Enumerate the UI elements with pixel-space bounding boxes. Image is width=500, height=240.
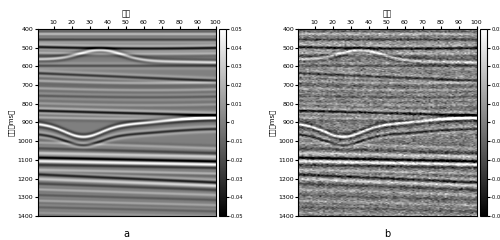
Y-axis label: 时间（ms）: 时间（ms）	[269, 109, 276, 136]
Text: b: b	[384, 229, 390, 239]
Title: 道号: 道号	[383, 10, 392, 19]
Title: 道号: 道号	[122, 10, 131, 19]
Text: a: a	[124, 229, 130, 239]
Y-axis label: 时间（ms）: 时间（ms）	[8, 109, 15, 136]
